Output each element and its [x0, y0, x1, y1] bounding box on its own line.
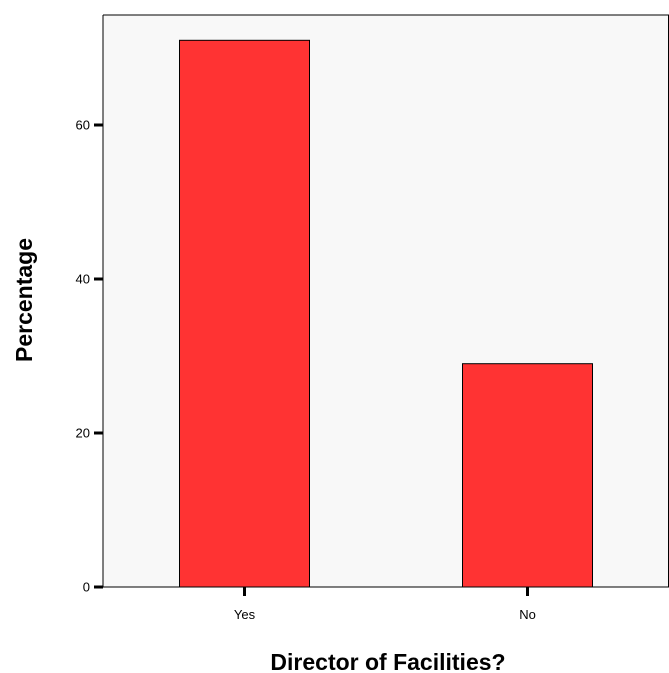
y-ticks-layer: 0 20 40 60 — [76, 118, 103, 595]
y-tick-label: 40 — [76, 272, 90, 287]
x-ticks-layer: Yes No — [234, 587, 536, 622]
y-tick-label: 0 — [83, 580, 90, 595]
y-tick-label: 60 — [76, 118, 90, 133]
y-axis-title: Percentage — [11, 238, 37, 362]
x-tick-label: Yes — [234, 607, 256, 622]
x-axis-title: Director of Facilities? — [270, 649, 505, 673]
x-tick-label: No — [519, 607, 536, 622]
y-tick-label: 20 — [76, 426, 90, 441]
bar-yes — [179, 39, 310, 588]
bar-no — [462, 363, 593, 588]
